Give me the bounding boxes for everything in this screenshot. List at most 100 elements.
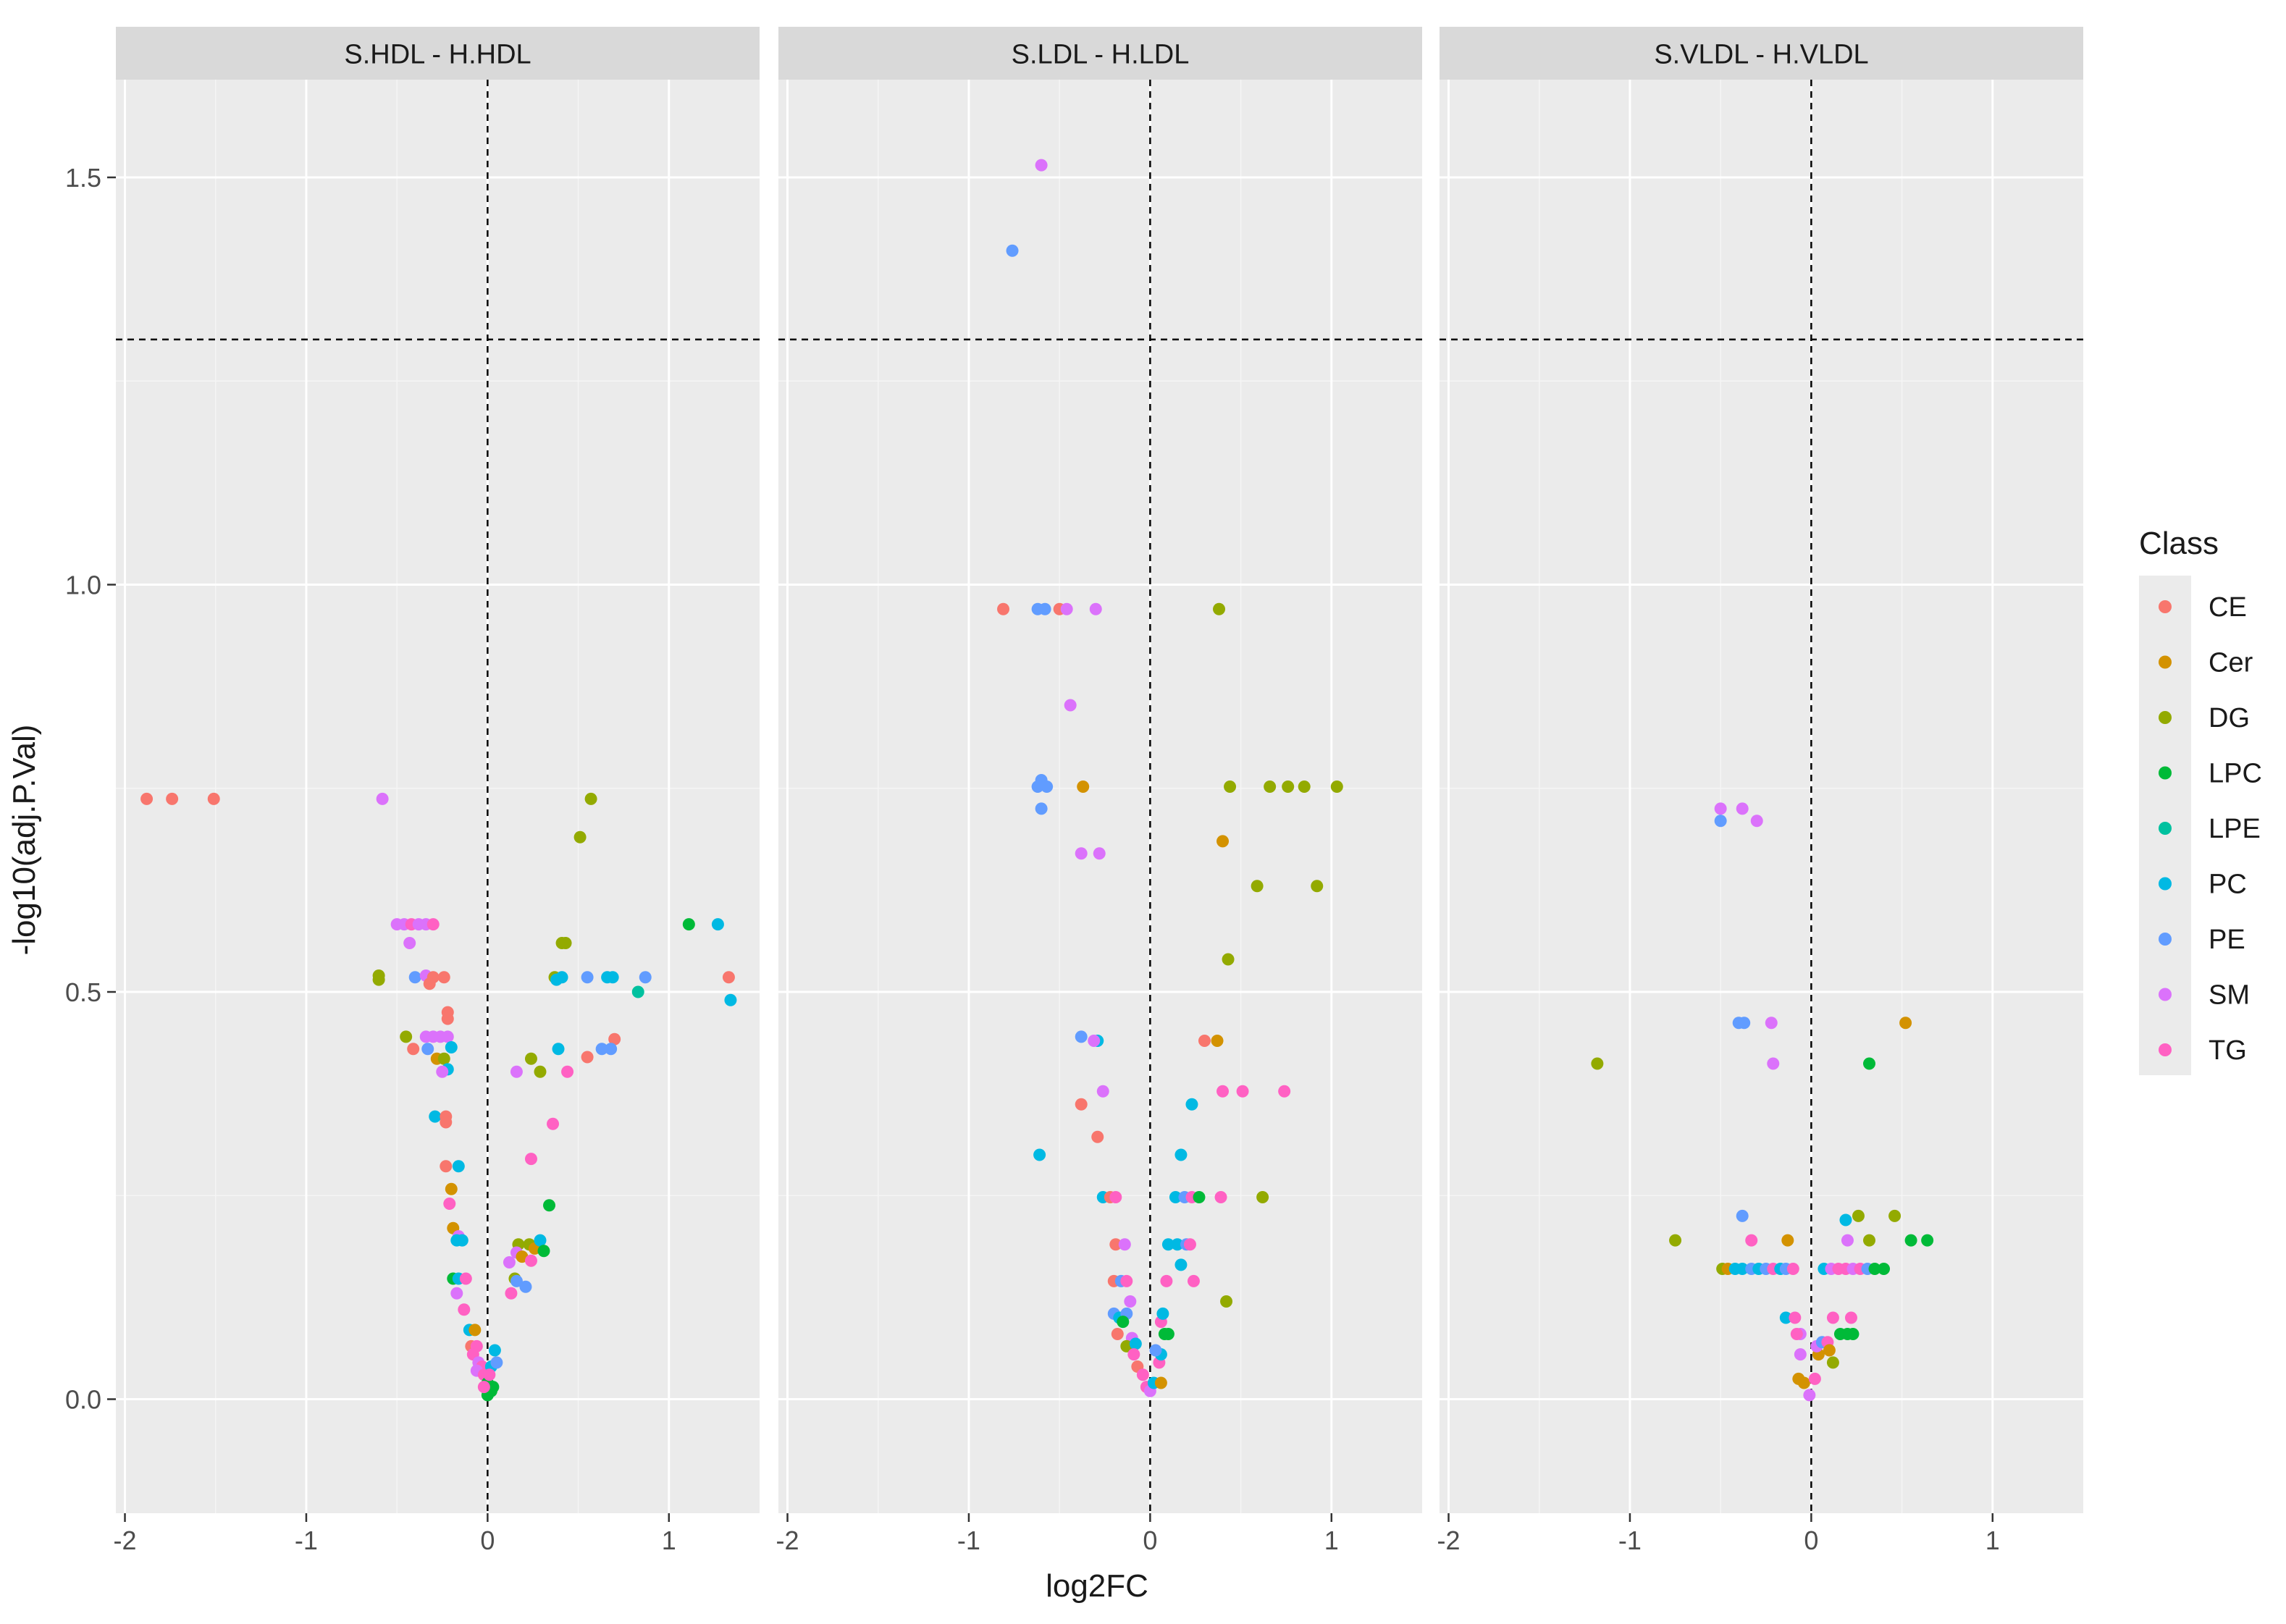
data-point-tg [1278, 1085, 1291, 1098]
x-tick-label: -1 [1618, 1526, 1642, 1555]
data-point-sm [1064, 699, 1077, 712]
data-point-ce [1198, 1035, 1211, 1047]
data-point-sm [1124, 1295, 1137, 1308]
data-point-cer [468, 1324, 482, 1337]
data-point-sm [1035, 159, 1048, 172]
x-tick-label: 0 [480, 1526, 495, 1555]
facet-title: S.VLDL - H.VLDL [1654, 40, 1868, 70]
data-point-pc [445, 1041, 458, 1053]
data-point-sm [503, 1256, 516, 1269]
data-point-tg [1808, 1372, 1821, 1385]
panel-background [778, 80, 1422, 1513]
data-point-tg [1183, 1238, 1196, 1251]
data-point-lpc [1921, 1234, 1934, 1247]
legend-label-pe: PE [2209, 925, 2245, 955]
data-point-lpc [1868, 1263, 1881, 1275]
data-point-pe [1075, 1030, 1088, 1043]
data-point-ce [166, 792, 179, 805]
y-axis-label: -log10(adj.P.Val) [7, 725, 42, 956]
data-point-sm [1075, 847, 1088, 860]
data-point-pe [1031, 781, 1044, 793]
data-point-cer [1899, 1017, 1912, 1030]
data-point-sm [1060, 602, 1073, 615]
data-point-lpc [1161, 1328, 1174, 1340]
data-point-lpc [1878, 1263, 1891, 1275]
data-point-ce [441, 1012, 454, 1025]
legend-label-ce: CE [2209, 592, 2247, 623]
data-point-tg [524, 1254, 537, 1267]
data-point-pc [452, 1160, 465, 1173]
data-point-dg [1213, 602, 1226, 615]
data-point-pe [1714, 815, 1727, 828]
legend-label-dg: DG [2209, 703, 2250, 733]
data-point-pc [1736, 1263, 1749, 1275]
facet-title: S.HDL - H.HDL [344, 40, 531, 70]
facet-strip [778, 27, 1422, 80]
data-point-tg [483, 1368, 496, 1381]
data-point-ce [608, 1032, 621, 1045]
data-point-tg [547, 1117, 560, 1130]
data-point-dg [372, 973, 385, 986]
data-point-lpc [543, 1199, 556, 1212]
data-point-dg [1888, 1209, 1902, 1222]
data-point-sm [510, 1065, 523, 1078]
data-point-dg [1591, 1057, 1604, 1070]
panel-2: S.LDL - H.LDL [778, 27, 1422, 1513]
data-point-ce [407, 1043, 420, 1056]
data-point-pc [1169, 1191, 1182, 1203]
data-point-pe [581, 971, 594, 984]
data-point-ce [440, 1160, 453, 1173]
data-point-tg [1844, 1311, 1857, 1324]
data-point-sm [376, 792, 389, 805]
data-point-tg [426, 918, 440, 931]
panel-background [116, 80, 760, 1513]
data-point-dg [400, 1030, 413, 1043]
legend-key-lpe [2159, 822, 2172, 835]
data-point-pe [1006, 244, 1019, 257]
data-point-tg [1136, 1368, 1149, 1381]
x-tick-label: 0 [1804, 1526, 1818, 1555]
data-point-pe [1035, 802, 1048, 815]
data-point-pc [488, 1344, 501, 1357]
x-tick-label: 1 [1324, 1526, 1339, 1555]
data-point-lpc [537, 1245, 550, 1258]
data-point-cer [1154, 1376, 1167, 1389]
data-point-ce [1109, 1238, 1122, 1251]
data-point-ce [581, 1051, 594, 1064]
data-point-tg [1826, 1311, 1839, 1324]
data-point-ce [1111, 1328, 1124, 1340]
data-point-tg [524, 1153, 537, 1166]
data-point-tg [1216, 1085, 1230, 1098]
data-point-cer [1823, 1344, 1836, 1357]
data-point-sm [441, 1030, 454, 1043]
data-point-cer [1077, 781, 1090, 793]
data-point-lpc [1117, 1316, 1130, 1329]
data-point-cer [445, 1182, 458, 1195]
data-point-sm [1088, 1035, 1101, 1047]
legend-key-pe [2159, 933, 2172, 946]
data-point-dg [559, 937, 572, 949]
data-point-dg [1311, 880, 1324, 893]
data-point-tg [1745, 1234, 1758, 1247]
data-point-pc [606, 971, 619, 984]
data-point-sm [1765, 1017, 1778, 1030]
legend-key-lpc [2159, 766, 2172, 780]
data-point-dg [1220, 1295, 1233, 1308]
data-point-pc [1839, 1213, 1852, 1227]
data-point-pe [1038, 602, 1051, 615]
data-point-ce [1075, 1098, 1088, 1111]
data-point-pe [595, 1043, 608, 1056]
legend-label-cer: Cer [2209, 648, 2253, 678]
data-point-dg [534, 1065, 547, 1078]
data-point-tg [1160, 1274, 1173, 1287]
data-point-tg [1789, 1311, 1802, 1324]
data-point-pe [1149, 1344, 1162, 1357]
legend-key-cer [2159, 655, 2172, 669]
y-axis: 0.0 0.5 1.0 1.5 [65, 163, 116, 1415]
panel-background [1440, 80, 2083, 1513]
legend-key-ce [2159, 600, 2172, 613]
data-point-lpe [631, 985, 644, 998]
legend-label-sm: SM [2209, 980, 2250, 1011]
data-point-pc [1129, 1337, 1142, 1350]
data-point-dg [1852, 1209, 1865, 1222]
